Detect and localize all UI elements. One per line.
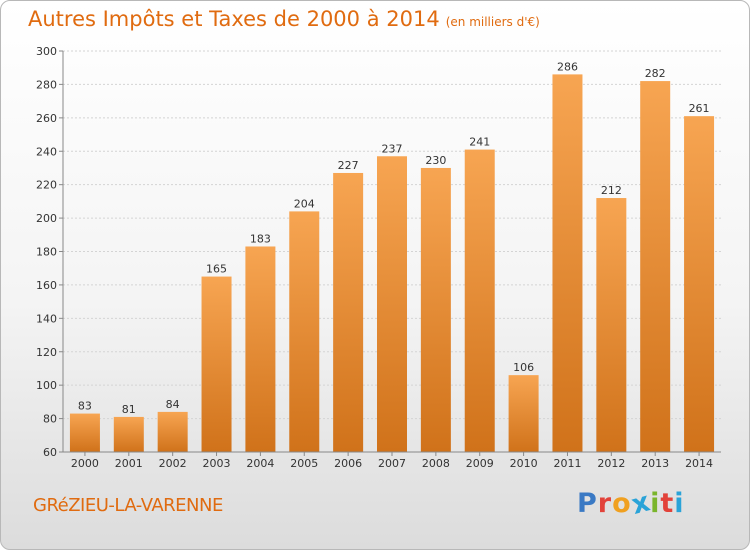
bar-2001 [113, 416, 144, 452]
bar-2003 [201, 276, 232, 452]
y-tick-label: 160 [36, 279, 57, 292]
data-label: 84 [166, 398, 180, 411]
x-tick-label: 2012 [597, 457, 625, 470]
axes [62, 51, 721, 453]
data-label: 81 [122, 403, 136, 416]
x-tick-label: 2014 [685, 457, 713, 470]
data-label: 165 [206, 263, 227, 276]
y-tick-label: 80 [43, 413, 57, 426]
logo-letter: P [577, 488, 598, 519]
x-tick-label: 2005 [290, 457, 318, 470]
x-tick-label: 2007 [378, 457, 406, 470]
data-label: 237 [382, 142, 403, 155]
data-label: 83 [78, 400, 92, 413]
data-label: 261 [689, 102, 710, 115]
bar-2012 [596, 198, 627, 452]
logo-letter: t [660, 488, 675, 519]
proxiti-logo: Proxiti [577, 486, 685, 521]
bars [69, 74, 715, 453]
y-tick-label: 200 [36, 212, 57, 225]
logo-letter: i [674, 488, 685, 519]
bar-2008 [420, 167, 451, 453]
data-label: 227 [338, 159, 359, 172]
chart-title: Autres Impôts et Taxes de 2000 à 2014 (en… [28, 7, 540, 31]
bar-2000 [69, 413, 100, 452]
bar-2013 [640, 81, 671, 452]
bar-2007 [377, 156, 407, 452]
y-tick-label: 260 [36, 112, 57, 125]
y-tick-label: 120 [36, 346, 57, 359]
data-label: 204 [294, 197, 315, 210]
y-tick-label: 60 [43, 446, 57, 459]
x-tick-label: 2004 [246, 457, 274, 470]
data-label: 286 [557, 60, 578, 73]
y-tick-labels: 60 80 100 120 140 160 180 200 220 240 260 280 300 [36, 45, 57, 459]
y-tick-label: 100 [36, 379, 57, 392]
x-tick-label: 2003 [203, 457, 231, 470]
x-tick-labels: 2000 2001 2002 2003 2004 2005 2006 2007 2008 2009… [71, 457, 713, 470]
logo-letter: r [597, 488, 613, 519]
bar-2002 [157, 411, 188, 452]
logo-letter: i [650, 488, 661, 519]
data-label: 212 [601, 184, 622, 197]
x-tick-label: 2013 [641, 457, 669, 470]
data-labels: 83 81 84 165 183 204 227 237 230 241 106 286 212 282 2… [78, 60, 710, 416]
data-label: 183 [250, 232, 271, 245]
x-tick-label: 2011 [553, 457, 581, 470]
y-tick-label: 220 [36, 179, 57, 192]
x-tick-label: 2010 [510, 457, 538, 470]
x-tick-label: 2000 [71, 457, 99, 470]
y-tick-label: 300 [36, 45, 57, 58]
bar-2011 [552, 74, 583, 453]
chart-subtitle: (en milliers d'€) [445, 15, 540, 29]
y-tick-label: 140 [36, 312, 57, 325]
chart-title-text: Autres Impôts et Taxes de 2000 à 2014 [28, 7, 440, 31]
y-tick-label: 180 [36, 246, 57, 259]
y-tick-label: 240 [36, 145, 57, 158]
commune-name: GRéZIEU-LA-VARENNE [33, 495, 223, 516]
data-label: 230 [425, 154, 446, 167]
x-tick-label: 2008 [422, 457, 450, 470]
data-label: 241 [469, 136, 490, 149]
bar-2006 [333, 172, 364, 453]
bar-2005 [289, 211, 320, 452]
bar-2004 [245, 246, 276, 452]
bar-2010 [508, 375, 539, 452]
logo-letter: o [612, 488, 632, 519]
x-tick-label: 2006 [334, 457, 362, 470]
x-tick-label: 2002 [159, 457, 187, 470]
bar-2014 [684, 116, 715, 452]
y-tick-label: 280 [36, 78, 57, 91]
data-label: 282 [645, 67, 666, 80]
x-tick-label: 2001 [115, 457, 143, 470]
x-tick-label: 2009 [466, 457, 494, 470]
data-label: 106 [513, 361, 534, 374]
bar-2009 [464, 149, 495, 452]
